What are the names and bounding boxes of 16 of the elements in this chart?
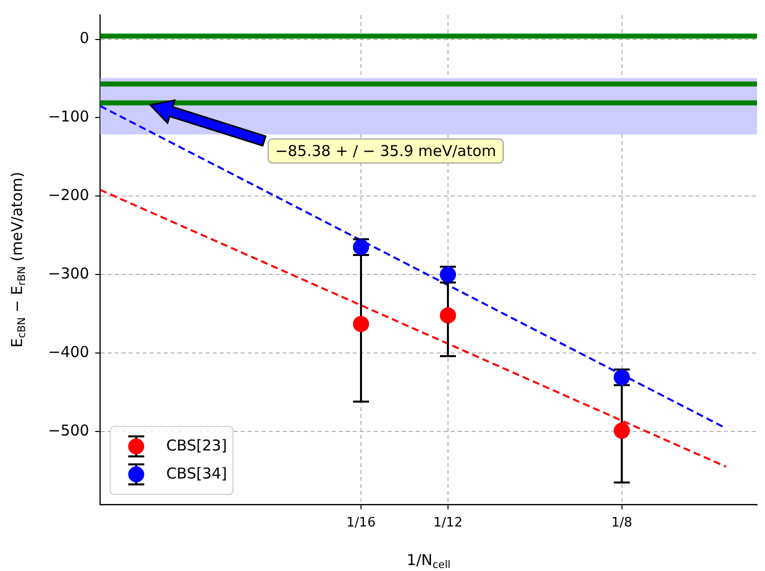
x-tick-label: 1/16 — [346, 516, 376, 531]
legend-label: CBS[23] — [166, 436, 228, 454]
x-tick-label: 1/8 — [611, 516, 632, 531]
point — [440, 307, 456, 324]
y-tick-label: 0 — [80, 29, 90, 48]
point — [353, 316, 369, 332]
y-tick-label: −200 — [48, 186, 90, 204]
point — [614, 422, 630, 439]
annotation: −85.38 + / − 35.9 meV/atom — [275, 142, 496, 160]
legend-label: CBS[34] — [166, 464, 228, 482]
y-tick-label: −500 — [48, 421, 90, 440]
y-tick-label: −400 — [48, 342, 90, 361]
y-tick-label: −100 — [48, 108, 90, 126]
x-tick-label: 1/12 — [433, 516, 463, 531]
y-tick-label: −300 — [48, 264, 90, 282]
y-axis-title: EcBN − ErBN (meV/atom) — [8, 172, 28, 348]
